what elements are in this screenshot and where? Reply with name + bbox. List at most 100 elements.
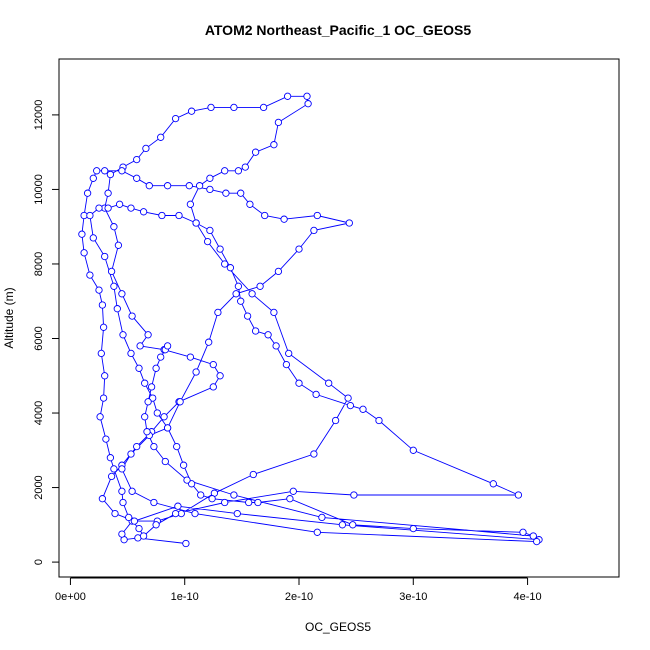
y-tick-label: 8000 <box>33 252 45 276</box>
data-point <box>310 450 318 458</box>
y-tick-label: 10000 <box>33 174 45 205</box>
data-point <box>259 103 268 112</box>
data-point <box>143 428 151 436</box>
data-point <box>195 182 204 190</box>
data-point <box>261 211 269 220</box>
data-point <box>118 530 126 538</box>
y-axis-label: Altitude (m) <box>2 287 16 348</box>
data-point <box>173 442 181 451</box>
data-point <box>256 282 264 290</box>
data-point <box>89 174 97 182</box>
x-tick-label: 4e-10 <box>514 591 542 603</box>
data-point <box>83 189 92 197</box>
data-point <box>221 167 229 175</box>
data-point <box>110 282 118 290</box>
data-point <box>226 264 235 272</box>
series-line <box>81 95 541 544</box>
data-point <box>171 509 180 518</box>
data-point <box>118 465 126 473</box>
data-point <box>133 174 141 182</box>
plot-frame <box>58 58 620 578</box>
data-point <box>133 442 141 451</box>
data-point <box>104 204 112 212</box>
data-point <box>115 200 124 208</box>
data-point <box>183 476 191 484</box>
data-point <box>533 537 541 546</box>
y-tick-label: 6000 <box>33 326 45 350</box>
data-point <box>171 114 180 123</box>
data-point <box>254 498 262 507</box>
y-tick-label: 2000 <box>33 475 45 499</box>
data-point <box>163 342 172 350</box>
data-point <box>135 524 143 533</box>
data-point <box>80 249 88 257</box>
data-point <box>107 472 116 481</box>
data-point <box>145 182 153 190</box>
data-point <box>99 323 108 331</box>
data-point <box>158 211 166 220</box>
data-point <box>93 167 101 175</box>
data-point <box>409 446 417 454</box>
data-point <box>118 487 126 495</box>
data-point <box>304 100 312 108</box>
x-tick-label: 1e-10 <box>171 591 199 603</box>
data-point <box>205 338 213 346</box>
data-point <box>310 226 318 235</box>
data-point <box>529 532 537 540</box>
data-point <box>127 450 135 458</box>
data-point <box>150 498 158 507</box>
data-point <box>338 521 347 529</box>
data-point <box>104 189 112 197</box>
data-point <box>127 349 135 358</box>
data-point <box>175 211 183 220</box>
data-point <box>206 185 214 194</box>
data-point <box>197 491 205 499</box>
data-point <box>283 92 292 100</box>
data-point <box>128 312 136 320</box>
data-point <box>147 383 156 391</box>
data-point <box>161 457 169 466</box>
y-tick-label: 0 <box>33 559 45 565</box>
data-point <box>179 461 188 469</box>
x-axis-label: OC_GEOS5 <box>305 620 371 634</box>
data-point <box>192 368 200 376</box>
data-point <box>185 182 193 190</box>
y-axis: 0 2000 4000 6000 8000 10000 12000 <box>33 100 60 565</box>
data-point <box>285 349 293 358</box>
x-tick-label: 2e-10 <box>285 591 313 603</box>
data-point <box>135 364 143 372</box>
data-point <box>248 290 256 298</box>
data-point <box>234 282 243 290</box>
data-point <box>272 342 280 350</box>
data-point <box>139 532 148 540</box>
data-point <box>98 495 107 503</box>
data-point <box>78 230 86 238</box>
data-point <box>313 211 321 220</box>
data-point <box>216 245 224 253</box>
data-point <box>241 163 249 171</box>
data-point <box>139 208 148 216</box>
data-point <box>251 327 260 335</box>
data-point <box>192 219 200 227</box>
data-point <box>344 394 352 402</box>
data-point <box>318 513 326 522</box>
data-point <box>130 517 139 525</box>
data-point <box>251 148 260 156</box>
data-point <box>163 182 172 190</box>
data-point <box>221 498 229 507</box>
data-point <box>136 342 144 350</box>
data-point <box>282 360 291 369</box>
data-point <box>110 465 118 473</box>
data-point <box>97 349 105 358</box>
data-point <box>101 252 109 261</box>
data-point <box>149 394 157 402</box>
data-point <box>216 372 224 380</box>
data-point <box>233 509 241 518</box>
data-point <box>141 379 149 387</box>
data-point <box>313 528 321 536</box>
data-point <box>375 416 383 425</box>
series-points <box>78 92 543 548</box>
data-point <box>249 470 257 479</box>
data-point <box>237 189 245 197</box>
data-point <box>182 539 190 548</box>
